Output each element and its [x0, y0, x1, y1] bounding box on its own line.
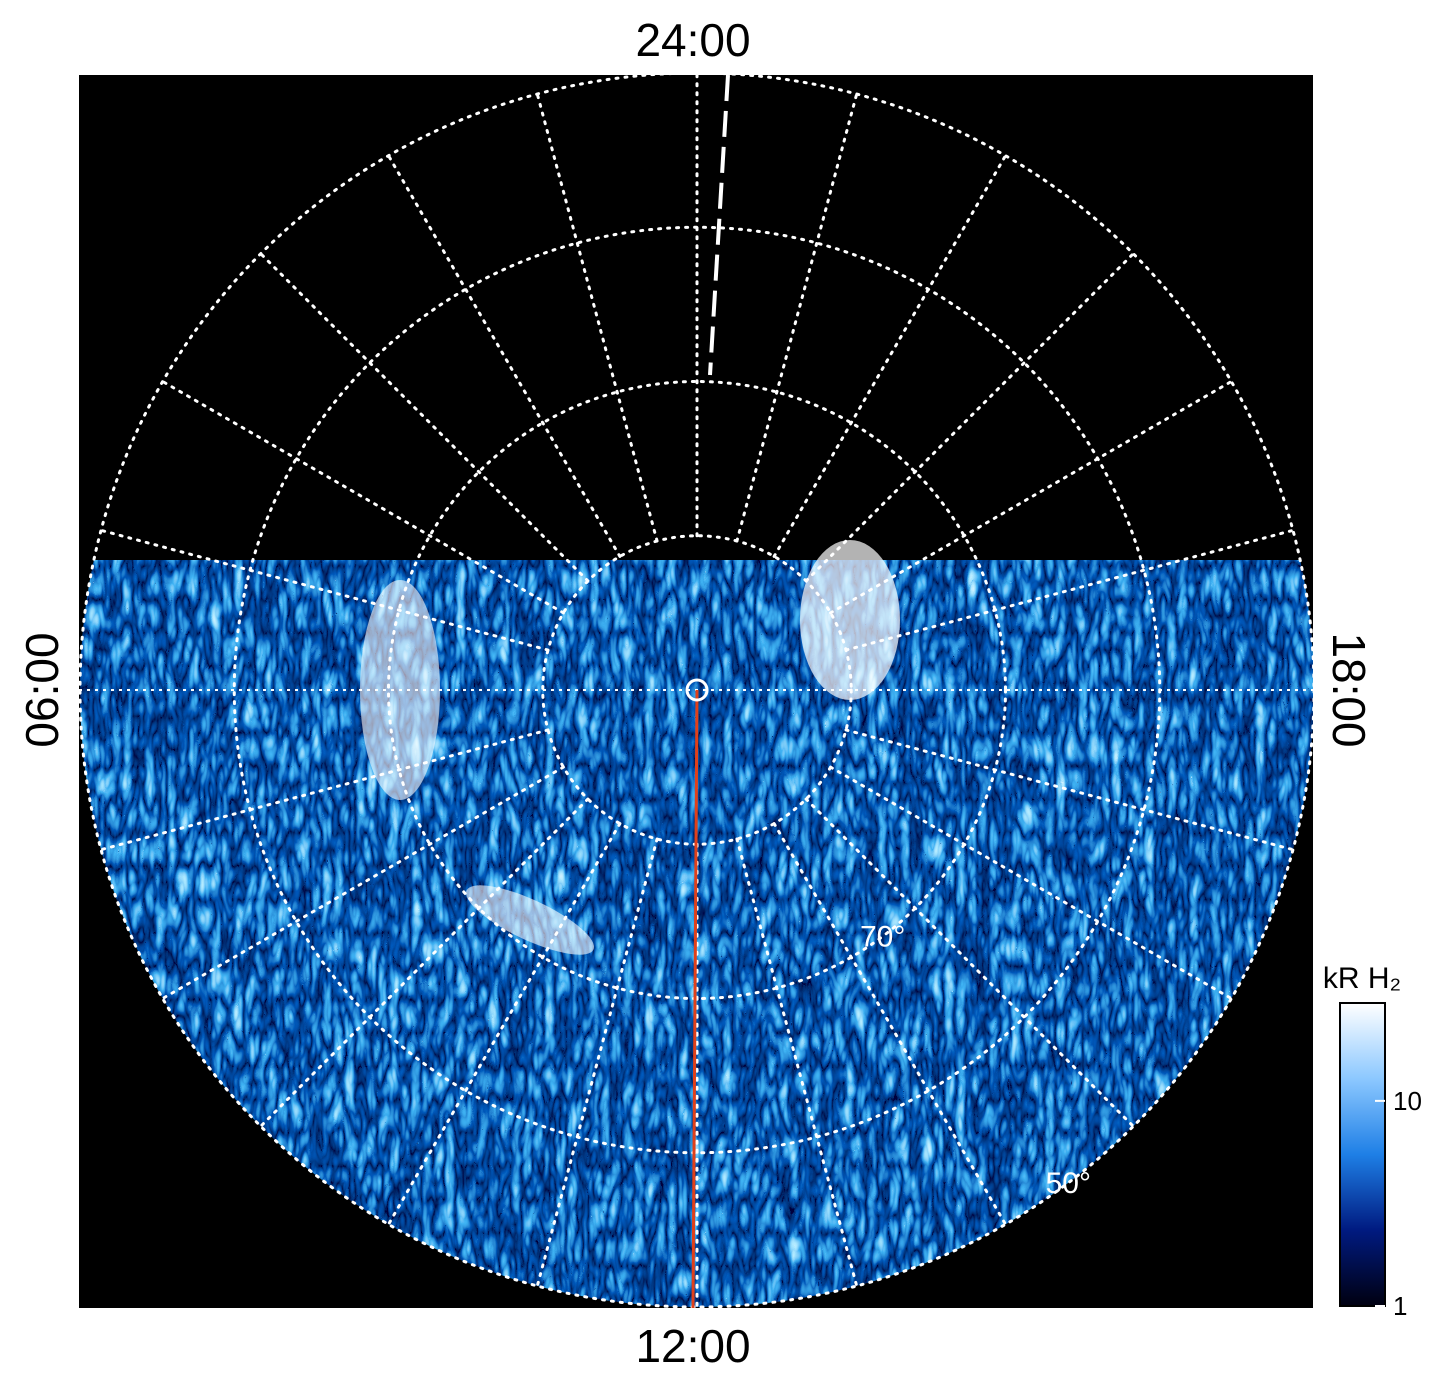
meridian: [735, 92, 859, 543]
meridian: [535, 837, 659, 1288]
colorbar-tick-label: 10: [1393, 1086, 1422, 1116]
lon-label: 12:00: [635, 1320, 750, 1372]
reference-line: [708, 75, 730, 376]
meridian: [804, 797, 1135, 1128]
lon-label: 18:00: [1323, 632, 1375, 747]
lon-label: 06:00: [16, 632, 68, 747]
meridian: [829, 765, 1233, 1000]
meridian: [99, 728, 550, 852]
colorbar-tick-label: 1: [1393, 1291, 1407, 1321]
meridian: [844, 728, 1295, 852]
meridian: [259, 797, 590, 1128]
lon-label: 24:00: [635, 14, 750, 66]
meridian: [829, 380, 1233, 615]
noon-line: [691, 689, 699, 1308]
colorbar: [1339, 1002, 1386, 1307]
meridian: [161, 380, 565, 615]
meridian: [804, 252, 1135, 583]
meridian: [844, 528, 1295, 652]
bright-arc: [465, 885, 595, 955]
meridian: [772, 154, 1007, 558]
colorbar-label: kR H₂: [1323, 962, 1401, 995]
meridian: [735, 837, 859, 1288]
meridian: [387, 822, 622, 1226]
meridian: [161, 765, 565, 1000]
lat-label: 50°: [1046, 1167, 1091, 1200]
meridian: [259, 252, 590, 583]
lat-ring: [387, 380, 1007, 1000]
lat-label: 70°: [860, 920, 905, 953]
meridian: [99, 528, 550, 652]
pole-marker: [685, 678, 709, 702]
meridian: [772, 822, 1007, 1226]
bright-arc: [800, 540, 900, 700]
meridian: [387, 154, 622, 558]
meridian: [535, 92, 659, 543]
